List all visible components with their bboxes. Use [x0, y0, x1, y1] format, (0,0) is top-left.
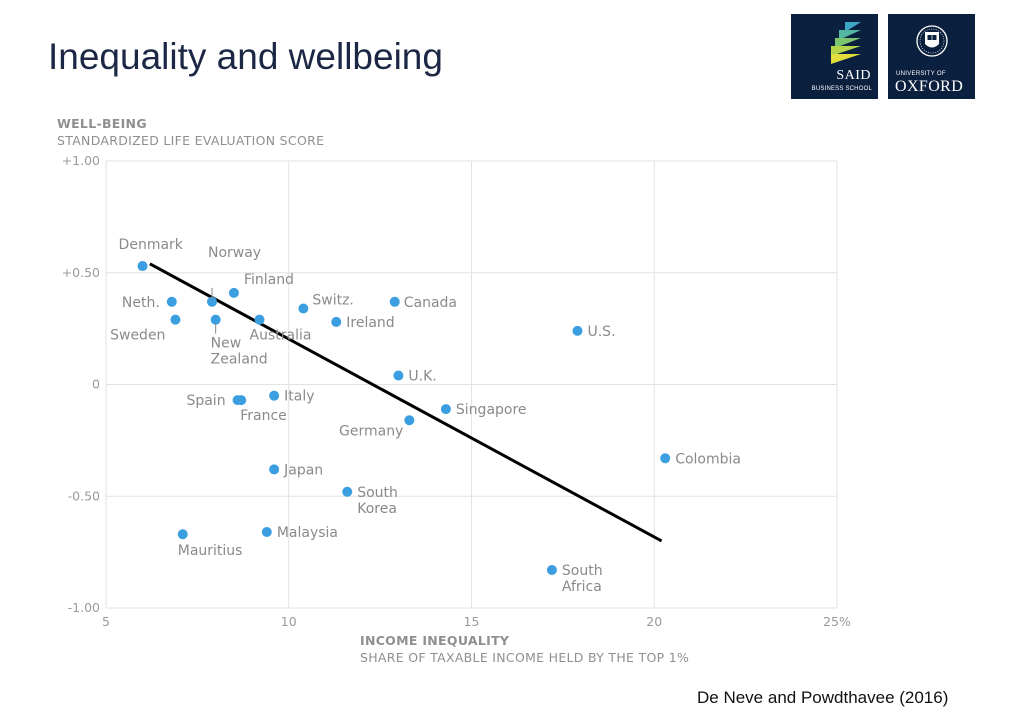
point-label: South Africa	[562, 563, 603, 595]
data-point	[228, 287, 239, 298]
point-label: Ireland	[346, 315, 394, 331]
point-label: Mauritius	[178, 543, 243, 559]
point-label: Canada	[404, 295, 457, 311]
x-axis-subtitle: SHARE OF TAXABLE INCOME HELD BY THE TOP …	[360, 650, 689, 665]
y-tick-label: -0.50	[68, 488, 100, 503]
data-point	[389, 296, 400, 307]
data-point	[170, 314, 181, 325]
y-axis-title: WELL-BEING	[57, 116, 147, 131]
data-point	[404, 415, 415, 426]
point-label: Finland	[244, 272, 294, 288]
said-stripes-icon	[831, 22, 861, 64]
point-label: U.S.	[587, 324, 615, 340]
point-label: Singapore	[456, 402, 527, 418]
point-label: France	[240, 408, 287, 424]
point-label: Australia	[250, 328, 312, 344]
citation: De Neve and Powdthavee (2016)	[697, 688, 949, 707]
data-point	[261, 527, 272, 538]
x-tick-label: 20	[646, 614, 662, 629]
trend-line	[149, 262, 663, 543]
point-label: Spain	[186, 393, 225, 409]
x-axis-title: INCOME INEQUALITY	[360, 633, 510, 648]
point-label: U.K.	[408, 369, 436, 385]
point-label: Neth.	[122, 295, 160, 311]
said-business-school-logo: SAID BUSINESS SCHOOL	[791, 14, 878, 99]
data-point	[440, 404, 451, 415]
data-point	[331, 316, 342, 327]
point-label: Malaysia	[277, 525, 338, 541]
point-label: New Zealand	[211, 336, 268, 368]
point-label: Switz.	[312, 293, 354, 309]
data-point	[236, 395, 247, 406]
y-tick-label: +1.00	[62, 153, 100, 168]
axis-ticks: 5 10 15 20 25% +1.00 +0.50 0 -0.50 -1.00	[62, 153, 851, 629]
x-tick-label: 15	[464, 614, 480, 629]
data-point	[572, 325, 583, 336]
x-tick-label: 5	[102, 614, 110, 629]
data-point	[137, 261, 148, 272]
data-point	[206, 296, 217, 307]
point-labels: Denmark Norway Finland Neth. Sweden New Zealan…	[110, 237, 741, 595]
point-label: South Korea	[357, 485, 398, 517]
data-point	[210, 314, 221, 325]
said-logo-subtitle: BUSINESS SCHOOL	[811, 86, 872, 92]
y-axis-subtitle: STANDARDIZED LIFE EVALUATION SCORE	[57, 133, 324, 148]
chart-grid	[105, 160, 838, 609]
said-logo-name: SAID	[836, 68, 871, 83]
slide-title: Inequality and wellbeing	[48, 36, 443, 77]
oxford-logo-name: OXFORD	[895, 78, 964, 95]
data-point	[269, 464, 280, 475]
point-label: Norway	[208, 245, 261, 261]
scatter-chart: WELL-BEING STANDARDIZED LIFE EVALUATION …	[57, 116, 851, 665]
y-tick-label: -1.00	[68, 600, 100, 615]
data-point	[393, 370, 404, 381]
university-of-oxford-logo: UNIVERSITY OF OXFORD	[888, 14, 975, 99]
point-label: Denmark	[119, 237, 184, 253]
x-tick-label: 10	[281, 614, 297, 629]
point-label: Colombia	[675, 451, 741, 467]
oxford-logo-subtitle: UNIVERSITY OF	[896, 71, 946, 77]
data-points	[137, 261, 671, 576]
data-point	[546, 565, 557, 576]
point-label: Italy	[284, 389, 314, 405]
data-point	[177, 529, 188, 540]
data-point	[660, 453, 671, 464]
x-tick-label: 25%	[823, 614, 851, 629]
point-label: Japan	[283, 462, 323, 478]
data-point	[298, 303, 309, 314]
data-point	[342, 486, 353, 497]
y-tick-label: +0.50	[62, 265, 100, 280]
data-point	[269, 390, 280, 401]
oxford-crest-icon	[916, 25, 948, 57]
point-label: Sweden	[110, 328, 165, 344]
data-point	[166, 296, 177, 307]
point-label: Germany	[339, 423, 403, 439]
y-tick-label: 0	[92, 377, 100, 392]
data-point	[254, 314, 265, 325]
